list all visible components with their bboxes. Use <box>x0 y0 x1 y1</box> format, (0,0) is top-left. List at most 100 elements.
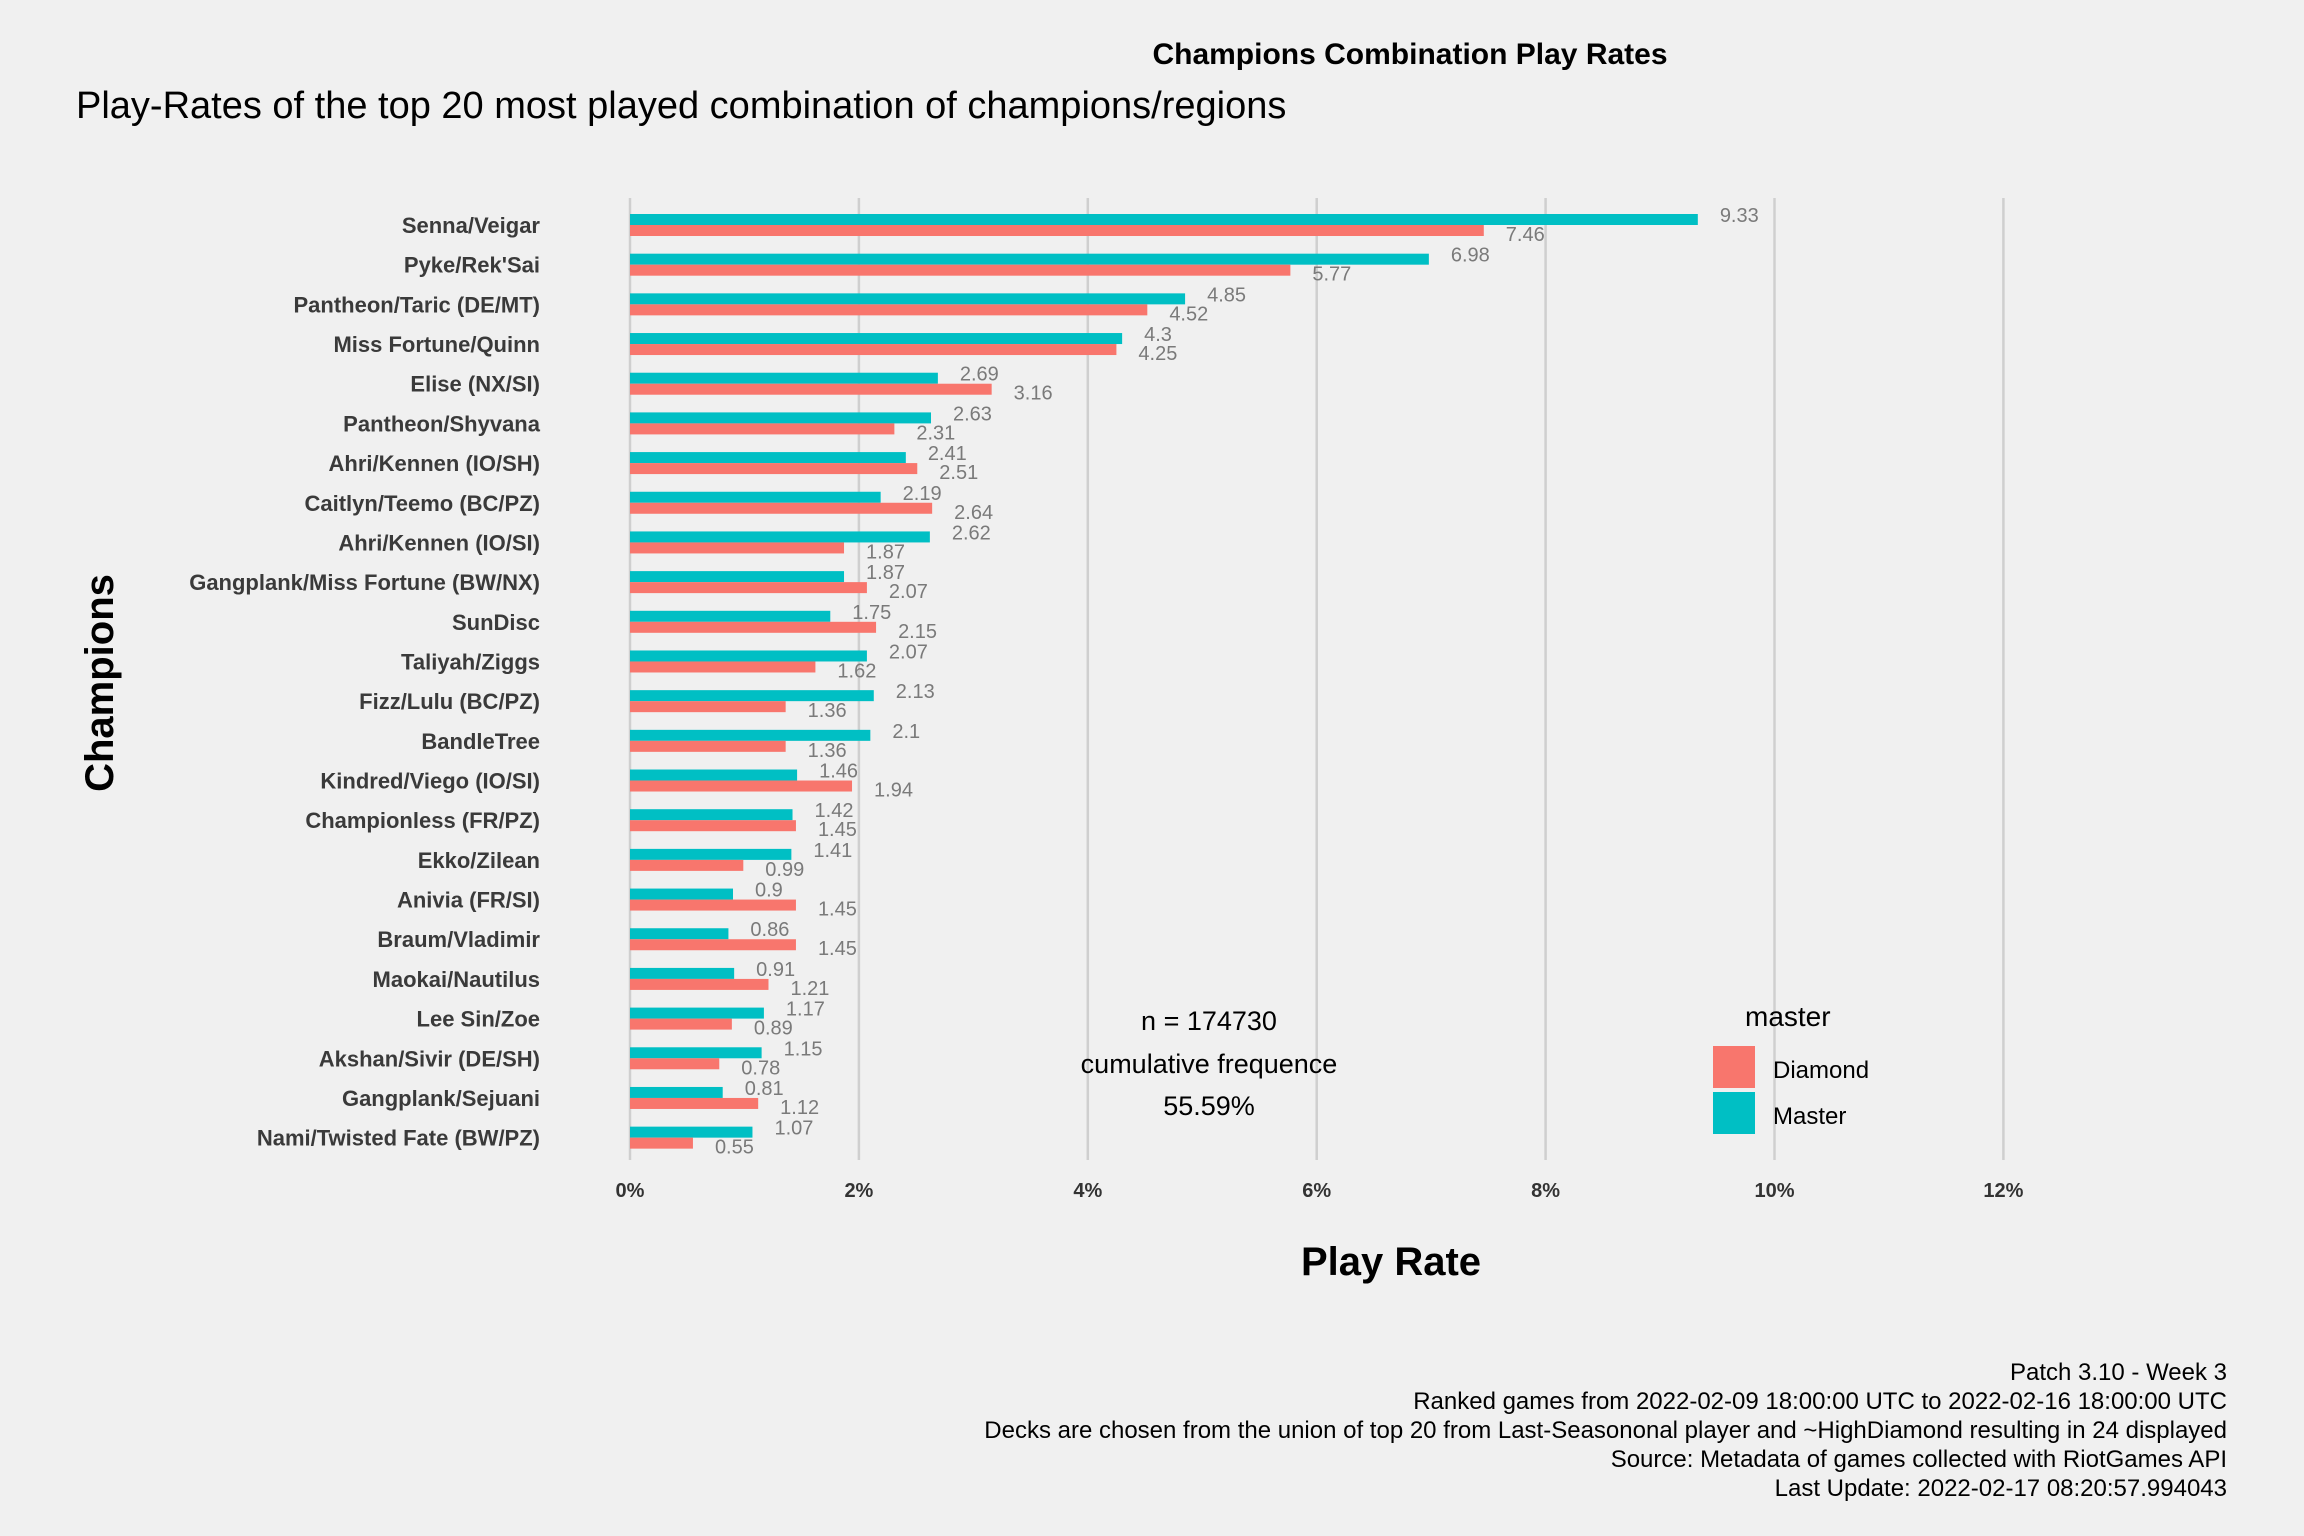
caption-line-3: Decks are chosen from the union of top 2… <box>984 1417 2227 1444</box>
data-label-diamond: 1.94 <box>874 780 913 802</box>
chart-title: Champions Combination Play Rates <box>1152 38 1667 71</box>
data-label-diamond: 4.25 <box>1138 343 1177 365</box>
y-tick-label: Lee Sin/Zoe <box>417 1007 540 1032</box>
y-tick-label: Miss Fortune/Quinn <box>333 332 540 357</box>
data-label-diamond: 1.45 <box>818 819 857 841</box>
y-tick-label: Taliyah/Ziggs <box>401 649 540 674</box>
data-label-diamond: 1.36 <box>808 700 847 722</box>
caption-line-4: Source: Metadata of games collected with… <box>1611 1446 2227 1473</box>
y-tick-label: Caitlyn/Teemo (BC/PZ) <box>304 491 540 516</box>
bar-master <box>630 610 831 622</box>
data-label-diamond: 2.51 <box>939 462 978 484</box>
y-tick-label: Ahri/Kennen (IO/SI) <box>338 530 540 555</box>
bar-master <box>630 412 932 424</box>
annotation-line-2: cumulative frequence <box>1081 1049 1338 1079</box>
bar-master <box>630 214 1698 225</box>
bar-diamond <box>630 1097 759 1109</box>
data-label-master: 4.3 <box>1144 324 1172 346</box>
bar-diamond <box>630 582 867 594</box>
bar-diamond <box>630 344 1117 356</box>
bar-master <box>630 967 735 979</box>
bar-master <box>630 650 867 662</box>
annotation-line-1: n = 174730 <box>1141 1006 1277 1036</box>
data-label-master: 1.15 <box>784 1038 823 1060</box>
y-tick-label: Ekko/Zilean <box>418 848 540 873</box>
data-label-master: 1.41 <box>813 840 852 862</box>
data-label-master: 0.91 <box>756 959 795 981</box>
bar-diamond <box>630 661 816 673</box>
bar-diamond <box>630 1137 693 1149</box>
bar-master <box>630 1126 753 1138</box>
y-tick-label: Senna/Veigar <box>402 213 541 238</box>
bar-diamond <box>630 899 796 911</box>
data-label-master: 1.75 <box>852 602 891 624</box>
legend-title: master <box>1745 1001 1831 1032</box>
data-label-master: 1.42 <box>815 800 854 822</box>
bar-diamond <box>630 1018 732 1030</box>
bar-master <box>630 253 1429 265</box>
data-label-diamond: 2.64 <box>954 502 993 524</box>
data-label-master: 1.17 <box>786 999 825 1021</box>
y-axis-ticks: Senna/Veigar Pyke/Rek'Sai Pantheon/Taric (… <box>189 213 541 1151</box>
data-label-diamond: 1.45 <box>818 938 857 960</box>
bar-master <box>630 452 906 464</box>
annotation: n = 174730 cumulative frequence 55.59% <box>1081 1006 1338 1121</box>
x-tick-label: 10% <box>1754 1180 1794 1202</box>
bar-diamond <box>630 978 769 990</box>
data-label-master: 2.07 <box>889 641 928 663</box>
bar-master <box>630 293 1186 305</box>
y-tick-label: SunDisc <box>452 610 540 635</box>
bar-diamond <box>630 502 933 514</box>
bar-master <box>630 1007 764 1019</box>
y-tick-label: Maokai/Nautilus <box>373 967 540 992</box>
data-label-diamond: 4.52 <box>1169 303 1208 325</box>
data-label-diamond: 2.15 <box>898 621 937 643</box>
bar-diamond <box>630 780 853 792</box>
bar-diamond <box>630 225 1484 236</box>
bar-master <box>630 1086 723 1098</box>
caption: Patch 3.10 - Week 3 Ranked games from 20… <box>984 1359 2227 1502</box>
bar-diamond <box>630 264 1291 276</box>
data-label-master: 2.13 <box>896 681 935 703</box>
data-label-master: 1.87 <box>866 562 905 584</box>
x-tick-label: 0% <box>616 1180 645 1202</box>
data-label-diamond: 1.45 <box>818 899 857 921</box>
bar-master <box>630 1047 762 1059</box>
data-label-master: 2.41 <box>928 443 967 465</box>
legend-label-diamond: Diamond <box>1773 1057 1869 1084</box>
data-label-diamond: 2.31 <box>916 422 955 444</box>
bar-master <box>630 491 881 503</box>
y-tick-label: Kindred/Viego (IO/SI) <box>320 769 540 794</box>
bar-diamond <box>630 304 1148 316</box>
caption-line-5: Last Update: 2022-02-17 08:20:57.994043 <box>1775 1475 2227 1502</box>
bar-diamond <box>630 621 877 633</box>
y-tick-label: Ahri/Kennen (IO/SH) <box>329 451 540 476</box>
data-label-diamond: 0.89 <box>754 1018 793 1040</box>
y-axis-title: Champions <box>78 574 122 792</box>
bar-master <box>630 848 792 860</box>
data-label-diamond: 1.87 <box>866 541 905 563</box>
data-label-diamond: 1.21 <box>790 978 829 1000</box>
data-label-master: 2.19 <box>903 483 942 505</box>
y-tick-label: Fizz/Lulu (BC/PZ) <box>359 689 540 714</box>
y-tick-label: Pantheon/Taric (DE/MT) <box>294 292 541 317</box>
data-label-diamond: 1.12 <box>780 1097 819 1119</box>
x-tick-label: 12% <box>1983 1180 2023 1202</box>
bar-master <box>630 888 734 900</box>
x-axis-title: Play Rate <box>1301 1240 1481 1284</box>
data-label-master: 1.07 <box>774 1118 813 1140</box>
caption-line-1: Patch 3.10 - Week 3 <box>2010 1359 2227 1386</box>
x-axis-ticks: 0% 2% 4% 6% 8% 10% 12% <box>616 1180 2024 1202</box>
y-tick-label: Gangplank/Sejuani <box>342 1086 540 1111</box>
y-tick-label: BandleTree <box>421 729 540 754</box>
legend-swatch-master <box>1713 1092 1755 1134</box>
annotation-line-3: 55.59% <box>1163 1091 1255 1121</box>
bar-diamond <box>630 820 796 832</box>
data-label-master: 0.86 <box>750 919 789 941</box>
data-label-diamond: 5.77 <box>1312 264 1351 286</box>
data-label-diamond: 0.78 <box>741 1057 780 1079</box>
bar-diamond <box>630 383 992 395</box>
y-tick-label: Braum/Vladimir <box>377 927 540 952</box>
data-label-master: 2.63 <box>953 403 992 425</box>
bar-diamond <box>630 423 895 435</box>
